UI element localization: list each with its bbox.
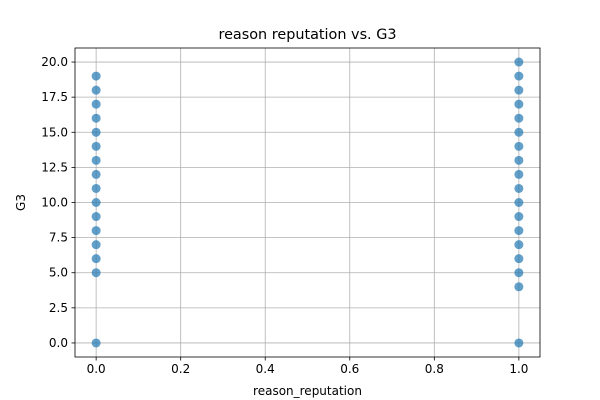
- scatter-point: [91, 85, 101, 95]
- y-tick-label: 0.0: [49, 336, 68, 350]
- scatter-point: [91, 226, 101, 236]
- data-points: [91, 57, 524, 348]
- scatter-point: [91, 268, 101, 278]
- scatter-point: [91, 212, 101, 222]
- scatter-point: [91, 183, 101, 193]
- scatter-point: [514, 268, 524, 278]
- x-tick-label: 0.6: [340, 362, 359, 376]
- scatter-point: [91, 141, 101, 151]
- scatter-point: [514, 198, 524, 207]
- scatter-point: [514, 338, 524, 348]
- chart-title: reason reputation vs. G3: [218, 27, 396, 43]
- y-axis-label: G3: [14, 194, 28, 211]
- y-tick-label: 7.5: [49, 231, 68, 245]
- y-tick-label: 17.5: [41, 90, 68, 104]
- scatter-point: [514, 212, 524, 222]
- scatter-point: [514, 127, 524, 137]
- x-tick-label: 0.2: [171, 362, 190, 376]
- y-tick-label: 12.5: [41, 160, 68, 174]
- scatter-point: [91, 127, 101, 137]
- scatter-point: [514, 113, 524, 123]
- scatter-point: [91, 113, 101, 123]
- scatter-point: [91, 240, 101, 250]
- scatter-point: [514, 85, 524, 95]
- scatter-point: [514, 141, 524, 151]
- y-tick-label: 5.0: [49, 266, 68, 280]
- scatter-point: [91, 198, 101, 207]
- scatter-point: [514, 169, 524, 179]
- axis-ticks: 0.0 0.2 0.4 0.6 0.8 1.0 0.0 2.5 5.0 7.5 10.0 12.5 15…: [41, 55, 528, 376]
- x-axis-label: reason_reputation: [253, 384, 362, 398]
- x-tick-label: 0.0: [87, 362, 106, 376]
- scatter-point: [514, 99, 524, 109]
- x-tick-label: 0.8: [425, 362, 444, 376]
- x-tick-label: 1.0: [509, 362, 528, 376]
- y-tick-label: 15.0: [41, 125, 68, 139]
- y-tick-label: 20.0: [41, 55, 68, 69]
- y-tick-label: 2.5: [49, 301, 68, 315]
- scatter-point: [91, 71, 101, 81]
- scatter-point: [91, 169, 101, 179]
- x-tick-label: 0.4: [256, 362, 275, 376]
- scatter-point: [91, 338, 101, 348]
- scatter-point: [514, 155, 524, 165]
- scatter-point: [514, 240, 524, 250]
- scatter-point: [514, 254, 524, 264]
- scatter-point: [91, 99, 101, 109]
- scatter-point: [91, 254, 101, 264]
- scatter-point: [514, 183, 524, 193]
- scatter-point: [514, 282, 524, 292]
- scatter-point: [91, 155, 101, 165]
- scatter-point: [514, 71, 524, 81]
- scatter-point: [514, 57, 524, 67]
- y-tick-label: 10.0: [41, 196, 68, 210]
- scatter-point: [514, 226, 524, 236]
